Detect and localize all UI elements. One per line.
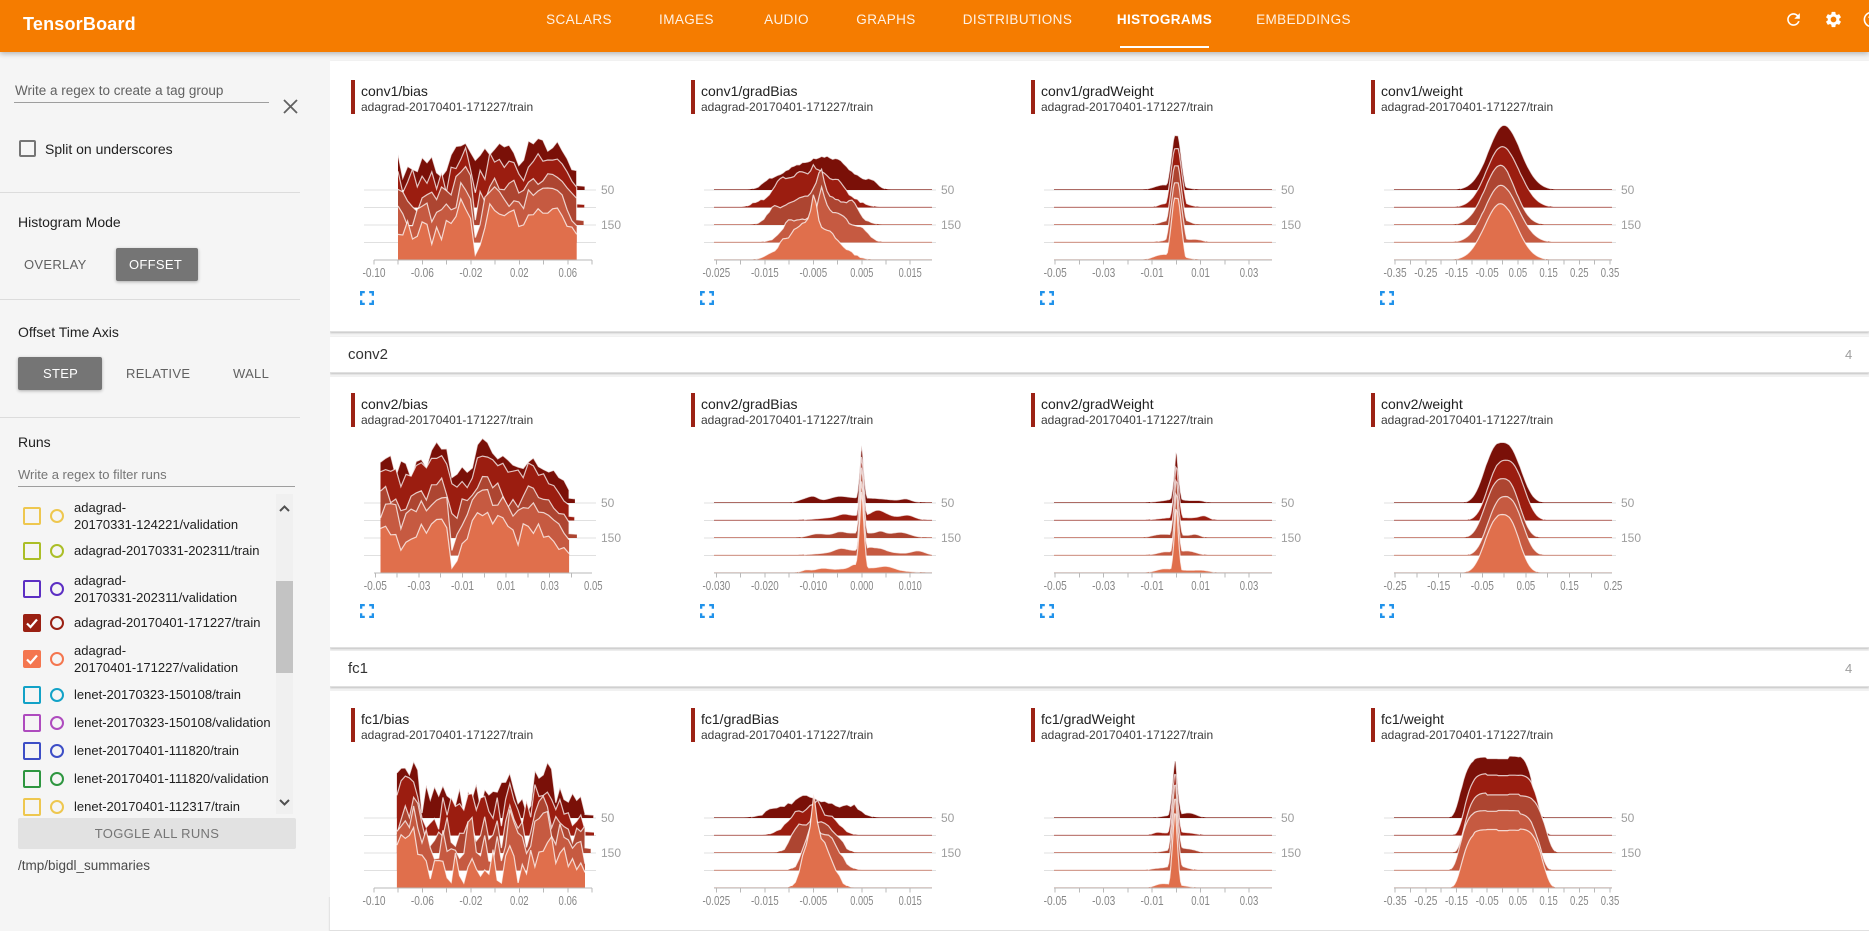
svg-text:0.25: 0.25 [1570, 894, 1589, 908]
svg-text:0.35: 0.35 [1601, 894, 1620, 908]
svg-text:150: 150 [1281, 531, 1301, 545]
svg-text:0.01: 0.01 [497, 579, 516, 593]
svg-text:150: 150 [1621, 218, 1641, 232]
svg-text:-0.15: -0.15 [1427, 579, 1450, 593]
svg-text:150: 150 [601, 846, 621, 860]
svg-text:50: 50 [941, 183, 955, 197]
svg-text:0.005: 0.005 [850, 894, 873, 908]
svg-text:-0.030: -0.030 [703, 579, 731, 593]
svg-text:-0.01: -0.01 [1141, 266, 1164, 280]
svg-text:-0.05: -0.05 [1044, 266, 1067, 280]
svg-text:-0.005: -0.005 [799, 266, 827, 280]
svg-text:50: 50 [1621, 183, 1635, 197]
svg-text:-0.15: -0.15 [1445, 266, 1468, 280]
svg-text:0.06: 0.06 [559, 894, 578, 908]
svg-text:-0.015: -0.015 [751, 894, 779, 908]
svg-text:50: 50 [1281, 183, 1295, 197]
svg-text:150: 150 [601, 531, 621, 545]
svg-text:-0.05: -0.05 [1044, 894, 1067, 908]
svg-text:50: 50 [601, 811, 615, 825]
svg-text:0.15: 0.15 [1539, 266, 1558, 280]
svg-text:0.25: 0.25 [1570, 266, 1589, 280]
svg-text:-0.02: -0.02 [459, 266, 482, 280]
svg-text:-0.005: -0.005 [799, 894, 827, 908]
svg-text:-0.01: -0.01 [1141, 579, 1164, 593]
svg-text:-0.25: -0.25 [1414, 894, 1437, 908]
svg-text:0.03: 0.03 [1240, 266, 1259, 280]
svg-text:0.01: 0.01 [1191, 579, 1210, 593]
svg-text:50: 50 [941, 496, 955, 510]
svg-text:0.02: 0.02 [510, 266, 529, 280]
svg-text:150: 150 [1621, 531, 1641, 545]
svg-text:0.01: 0.01 [1191, 266, 1210, 280]
svg-text:0.25: 0.25 [1604, 579, 1623, 593]
svg-text:-0.05: -0.05 [364, 579, 387, 593]
svg-text:-0.03: -0.03 [1092, 894, 1115, 908]
svg-text:-0.05: -0.05 [1471, 579, 1494, 593]
svg-text:0.015: 0.015 [899, 266, 922, 280]
svg-text:-0.03: -0.03 [1092, 579, 1115, 593]
svg-text:0.35: 0.35 [1601, 266, 1620, 280]
svg-text:50: 50 [601, 183, 615, 197]
svg-text:150: 150 [1281, 218, 1301, 232]
svg-text:-0.05: -0.05 [1476, 894, 1499, 908]
svg-text:-0.025: -0.025 [703, 266, 731, 280]
svg-text:50: 50 [1281, 811, 1295, 825]
svg-text:-0.25: -0.25 [1384, 579, 1407, 593]
svg-text:150: 150 [601, 218, 621, 232]
svg-text:-0.020: -0.020 [751, 579, 779, 593]
svg-text:-0.03: -0.03 [1092, 266, 1115, 280]
svg-text:0.15: 0.15 [1560, 579, 1579, 593]
svg-text:-0.010: -0.010 [799, 579, 827, 593]
svg-text:0.05: 0.05 [1509, 266, 1528, 280]
svg-text:-0.025: -0.025 [703, 894, 731, 908]
svg-text:0.01: 0.01 [1191, 894, 1210, 908]
svg-text:-0.06: -0.06 [411, 894, 434, 908]
svg-text:0.05: 0.05 [1509, 894, 1528, 908]
svg-text:-0.03: -0.03 [407, 579, 430, 593]
svg-text:-0.01: -0.01 [1141, 894, 1164, 908]
svg-text:150: 150 [941, 846, 961, 860]
svg-text:0.005: 0.005 [850, 266, 873, 280]
svg-text:50: 50 [941, 811, 955, 825]
svg-text:-0.015: -0.015 [751, 266, 779, 280]
svg-text:150: 150 [941, 218, 961, 232]
svg-text:0.03: 0.03 [1240, 579, 1259, 593]
svg-text:50: 50 [601, 496, 615, 510]
svg-text:150: 150 [941, 531, 961, 545]
svg-text:-0.01: -0.01 [451, 579, 474, 593]
svg-text:-0.05: -0.05 [1044, 579, 1067, 593]
svg-text:0.15: 0.15 [1539, 894, 1558, 908]
svg-text:0.015: 0.015 [899, 894, 922, 908]
svg-text:150: 150 [1281, 846, 1301, 860]
svg-text:50: 50 [1281, 496, 1295, 510]
svg-text:-0.35: -0.35 [1384, 894, 1407, 908]
svg-text:-0.06: -0.06 [411, 266, 434, 280]
svg-text:50: 50 [1621, 496, 1635, 510]
svg-text:-0.02: -0.02 [459, 894, 482, 908]
svg-text:0.06: 0.06 [559, 266, 578, 280]
svg-text:0.02: 0.02 [510, 894, 529, 908]
svg-text:0.03: 0.03 [540, 579, 559, 593]
svg-text:0.000: 0.000 [850, 579, 873, 593]
svg-text:-0.10: -0.10 [362, 894, 385, 908]
svg-text:-0.05: -0.05 [1476, 266, 1499, 280]
svg-text:0.03: 0.03 [1240, 894, 1259, 908]
svg-text:0.010: 0.010 [899, 579, 922, 593]
svg-text:-0.15: -0.15 [1445, 894, 1468, 908]
svg-text:150: 150 [1621, 846, 1641, 860]
svg-text:-0.10: -0.10 [362, 266, 385, 280]
svg-text:0.05: 0.05 [1517, 579, 1536, 593]
svg-text:-0.25: -0.25 [1414, 266, 1437, 280]
svg-text:-0.35: -0.35 [1384, 266, 1407, 280]
svg-text:50: 50 [1621, 811, 1635, 825]
svg-text:0.05: 0.05 [584, 579, 603, 593]
